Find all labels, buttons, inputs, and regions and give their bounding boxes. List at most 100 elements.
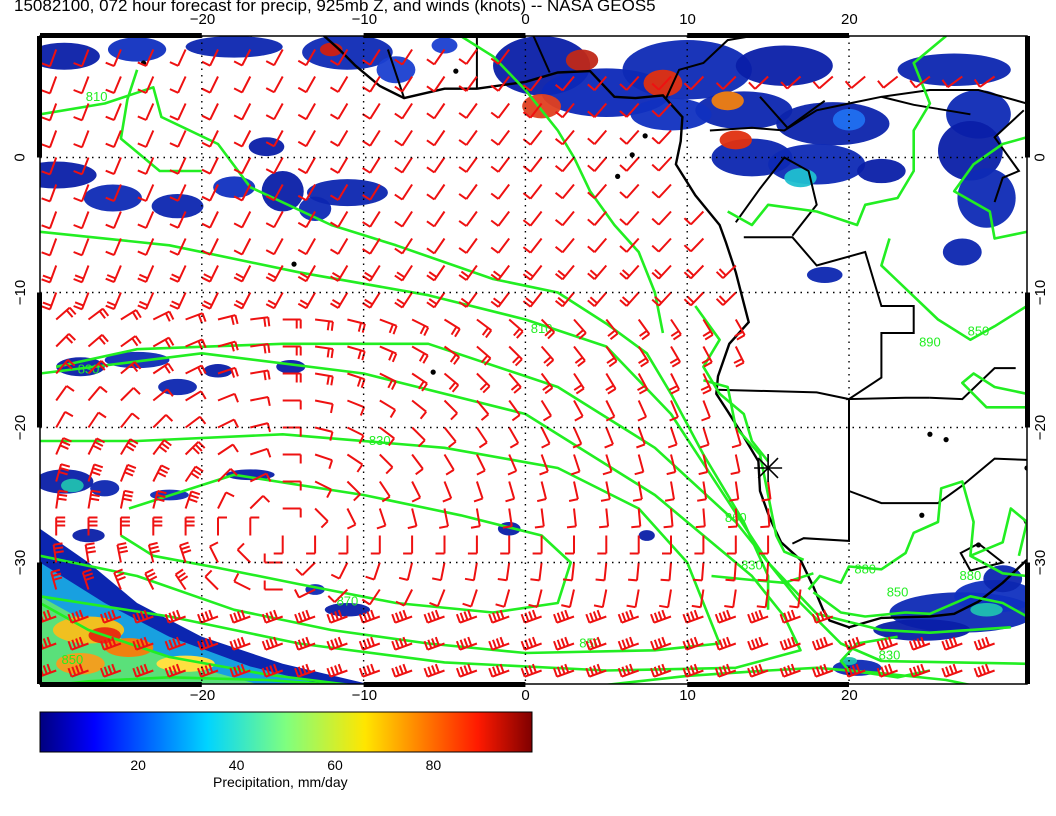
wind-barb bbox=[249, 516, 260, 536]
wind-barb bbox=[725, 562, 737, 582]
wind-barb bbox=[73, 76, 90, 95]
wind-barb bbox=[553, 636, 575, 651]
wind-barb bbox=[347, 372, 366, 389]
wind-barb bbox=[573, 318, 587, 340]
wind-barb bbox=[282, 318, 302, 329]
wind-barb bbox=[508, 318, 524, 339]
wind-barb bbox=[540, 345, 555, 367]
wind-barb bbox=[233, 211, 252, 229]
wind-barb bbox=[169, 76, 187, 94]
wind-barb bbox=[265, 184, 284, 202]
wind-barb bbox=[137, 211, 155, 229]
frame-bar bbox=[40, 682, 202, 687]
wind-barb bbox=[476, 318, 493, 339]
wind-barb bbox=[297, 238, 316, 256]
wind-barb bbox=[229, 609, 251, 624]
precip-cell bbox=[938, 121, 1003, 181]
height-contour bbox=[839, 635, 931, 679]
wind-barb bbox=[119, 463, 137, 482]
wind-barb bbox=[233, 572, 251, 591]
wind-barb bbox=[587, 264, 608, 280]
wind-barb bbox=[540, 372, 554, 395]
map-frame bbox=[37, 33, 1030, 687]
wind-barb bbox=[394, 156, 413, 174]
wind-barb bbox=[55, 411, 74, 428]
wind-barb bbox=[733, 346, 745, 368]
wind-barb bbox=[520, 636, 542, 651]
wind-barb bbox=[683, 237, 705, 253]
island bbox=[453, 68, 459, 74]
wind-barb bbox=[297, 211, 316, 229]
precip-cell bbox=[942, 238, 982, 266]
wind-barb bbox=[600, 481, 611, 502]
wind-barb bbox=[619, 129, 640, 145]
frame-bar bbox=[40, 33, 202, 38]
wind-barb bbox=[41, 265, 58, 284]
wind-barb bbox=[458, 48, 478, 65]
wind-barb bbox=[908, 636, 931, 651]
frame-bar bbox=[1025, 292, 1030, 428]
wind-barb bbox=[568, 481, 579, 502]
island bbox=[975, 542, 982, 548]
wind-barb bbox=[812, 75, 834, 90]
wind-barb bbox=[84, 542, 96, 563]
wind-barb bbox=[651, 129, 672, 145]
wind-barb bbox=[362, 237, 381, 255]
wind-barb bbox=[395, 589, 413, 607]
wind-barb bbox=[137, 76, 155, 94]
precipitation-layer bbox=[40, 36, 1027, 684]
wind-barb bbox=[561, 589, 575, 609]
wind-barb bbox=[670, 318, 682, 341]
wind-barb bbox=[137, 49, 155, 67]
wind-barb bbox=[326, 663, 348, 678]
wind-barb bbox=[185, 415, 207, 429]
wind-barb bbox=[358, 663, 381, 678]
wind-barb bbox=[724, 589, 737, 609]
wind-barb bbox=[55, 306, 77, 321]
frame-bar bbox=[687, 682, 850, 687]
wind-barb bbox=[536, 481, 547, 503]
wind-barb bbox=[105, 76, 122, 95]
wind-barb bbox=[426, 129, 446, 147]
wind-barb bbox=[314, 480, 333, 499]
wind-barb bbox=[462, 589, 478, 608]
wind-barb bbox=[120, 309, 142, 321]
wind-barb bbox=[715, 75, 737, 90]
wind-barb bbox=[265, 49, 284, 67]
wind-barb bbox=[522, 102, 543, 119]
wind-barb bbox=[431, 562, 446, 582]
colorbar-tick-label: 20 bbox=[130, 757, 146, 773]
wind-barb bbox=[185, 338, 207, 350]
wind-barb bbox=[105, 238, 122, 257]
wind-barb bbox=[554, 264, 575, 281]
frame-bar bbox=[363, 33, 526, 38]
wind-barb bbox=[522, 183, 543, 200]
wind-barb bbox=[617, 663, 640, 678]
precip-cell bbox=[719, 130, 752, 150]
wind-barb bbox=[682, 663, 704, 678]
wind-barb bbox=[329, 291, 349, 309]
wind-barb bbox=[488, 609, 510, 624]
wind-barb bbox=[458, 129, 478, 146]
wind-barb bbox=[423, 663, 445, 678]
contour-label: 830 bbox=[879, 648, 901, 663]
wind-barb bbox=[651, 210, 672, 226]
wind-barb bbox=[391, 609, 413, 624]
wind-barb bbox=[426, 75, 446, 93]
wind-barb bbox=[497, 562, 511, 582]
wind-barb bbox=[273, 535, 284, 555]
precip-cell bbox=[90, 480, 120, 497]
wind-barb bbox=[152, 516, 163, 536]
wind-barb bbox=[295, 561, 316, 576]
wind-barb bbox=[201, 184, 219, 202]
wind-barb bbox=[522, 156, 543, 173]
wind-barb bbox=[233, 103, 252, 121]
wind-barb bbox=[132, 663, 154, 678]
wind-barb bbox=[105, 184, 122, 203]
wind-barb bbox=[605, 400, 616, 422]
wind-barb bbox=[443, 372, 460, 393]
wind-barb bbox=[329, 264, 349, 282]
wind-barb bbox=[411, 372, 428, 392]
wind-barb bbox=[338, 535, 349, 555]
wind-barb bbox=[605, 372, 617, 395]
